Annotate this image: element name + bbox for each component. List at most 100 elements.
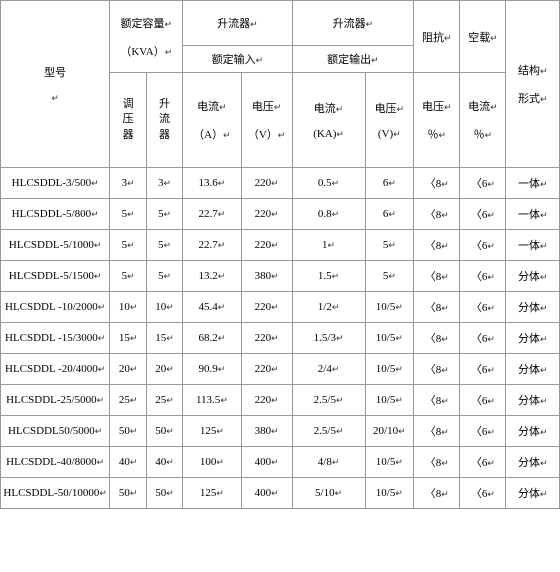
cell-model: HLCSDDL-5/800↵ <box>1 199 110 230</box>
cell-st: 分体↵ <box>506 292 560 323</box>
cell-slq: 20↵ <box>146 354 182 385</box>
cell-tyq: 50↵ <box>110 478 146 509</box>
hdr-booster-out: 升流器↵ <box>292 1 414 46</box>
cell-ov: 5↵ <box>365 261 414 292</box>
cell-st: 分体↵ <box>506 261 560 292</box>
hdr-rated-output-label: 额定输出 <box>327 54 371 66</box>
cell-ov: 10/5↵ <box>365 385 414 416</box>
cell-zv: 〈8↵ <box>414 261 460 292</box>
cell-iv: 380↵ <box>241 261 292 292</box>
cell-kv: 〈6↵ <box>460 354 506 385</box>
hdr-model: 型号 ↵ <box>1 1 110 168</box>
hdr-rated-cap-label: 额定容量 <box>121 18 165 30</box>
table-row: HLCSDDL-5/800↵5↵5↵22.7↵220↵0.8↵6↵〈8↵〈6↵一… <box>1 199 560 230</box>
hdr-model-label: 型号 <box>44 67 66 79</box>
table-row: HLCSDDL -20/4000↵20↵20↵90.9↵220↵2/4↵10/5… <box>1 354 560 385</box>
cell-zv: 〈8↵ <box>414 199 460 230</box>
hdr-in-voltage: 电压↵ （V）↵ <box>241 73 292 168</box>
cell-kv: 〈6↵ <box>460 261 506 292</box>
cell-slq: 5↵ <box>146 261 182 292</box>
cell-tyq: 10↵ <box>110 292 146 323</box>
cell-st: 一体↵ <box>506 199 560 230</box>
hdr-in-current: 电流↵ （A）↵ <box>183 73 241 168</box>
cell-oa: 2.5/5↵ <box>292 416 365 447</box>
hdr-booster-in: 升流器↵ <box>183 1 292 46</box>
table-row: HLCSDDL-5/1500↵5↵5↵13.2↵380↵1.5↵5↵〈8↵〈6↵… <box>1 261 560 292</box>
cell-kv: 〈6↵ <box>460 447 506 478</box>
cell-ia: 68.2↵ <box>183 323 241 354</box>
cell-ov: 10/5↵ <box>365 354 414 385</box>
table-row: HLCSDDL50/5000↵50↵50↵125↵380↵2.5/5↵20/10… <box>1 416 560 447</box>
cell-model: HLCSDDL -15/3000↵ <box>1 323 110 354</box>
cell-ia: 22.7↵ <box>183 199 241 230</box>
cell-model: HLCSDDL-40/8000↵ <box>1 447 110 478</box>
cell-slq: 25↵ <box>146 385 182 416</box>
hdr-noload-label: 空载 <box>468 32 490 44</box>
cell-ia: 13.2↵ <box>183 261 241 292</box>
hdr-out-voltage: 电压↵ (V)↵ <box>365 73 414 168</box>
cell-st: 分体↵ <box>506 385 560 416</box>
cell-iv: 400↵ <box>241 478 292 509</box>
cell-iv: 220↵ <box>241 354 292 385</box>
cell-ia: 45.4↵ <box>183 292 241 323</box>
cell-kv: 〈6↵ <box>460 230 506 261</box>
cell-slq: 10↵ <box>146 292 182 323</box>
table-row: HLCSDDL-3/500↵3↵3↵13.6↵220↵0.5↵6↵〈8↵〈6↵一… <box>1 168 560 199</box>
cell-st: 一体↵ <box>506 230 560 261</box>
cell-st: 分体↵ <box>506 416 560 447</box>
cell-oa: 1.5↵ <box>292 261 365 292</box>
cell-slq: 5↵ <box>146 199 182 230</box>
cell-tyq: 50↵ <box>110 416 146 447</box>
cell-oa: 1/2↵ <box>292 292 365 323</box>
table-body: HLCSDDL-3/500↵3↵3↵13.6↵220↵0.5↵6↵〈8↵〈6↵一… <box>1 168 560 509</box>
cell-oa: 2/4↵ <box>292 354 365 385</box>
cell-oa: 2.5/5↵ <box>292 385 365 416</box>
cell-zv: 〈8↵ <box>414 230 460 261</box>
cell-zv: 〈8↵ <box>414 416 460 447</box>
cell-zv: 〈8↵ <box>414 354 460 385</box>
cell-kv: 〈6↵ <box>460 168 506 199</box>
spec-table: 型号 ↵ 额定容量↵ （KVA）↵ 升流器↵ 升流器↵ 阻抗↵ 空载↵ 结构↵ … <box>0 0 560 509</box>
cell-ia: 90.9↵ <box>183 354 241 385</box>
cell-slq: 40↵ <box>146 447 182 478</box>
cell-ia: 125↵ <box>183 416 241 447</box>
cell-kv: 〈6↵ <box>460 292 506 323</box>
cell-iv: 220↵ <box>241 385 292 416</box>
cell-iv: 220↵ <box>241 323 292 354</box>
cell-model: HLCSDDL -10/2000↵ <box>1 292 110 323</box>
cell-oa: 1.5/3↵ <box>292 323 365 354</box>
hdr-imp-sub: 电压↵ ％↵ <box>414 73 460 168</box>
hdr-noload-sub: 电流↵ ％↵ <box>460 73 506 168</box>
cell-oa: 0.5↵ <box>292 168 365 199</box>
cell-tyq: 5↵ <box>110 230 146 261</box>
cell-tyq: 20↵ <box>110 354 146 385</box>
cell-iv: 220↵ <box>241 230 292 261</box>
cell-slq: 5↵ <box>146 230 182 261</box>
hdr-booster-label: 升流器 <box>217 18 250 30</box>
cell-tyq: 5↵ <box>110 261 146 292</box>
cell-model: HLCSDDL -20/4000↵ <box>1 354 110 385</box>
table-row: HLCSDDL-5/1000↵5↵5↵22.7↵220↵1↵5↵〈8↵〈6↵一体… <box>1 230 560 261</box>
cell-tyq: 5↵ <box>110 199 146 230</box>
cell-st: 分体↵ <box>506 447 560 478</box>
cell-model: HLCSDDL50/5000↵ <box>1 416 110 447</box>
return-mark: ↵ <box>51 93 59 103</box>
hdr-booster-label2: 升流器 <box>333 18 366 30</box>
cell-ov: 10/5↵ <box>365 447 414 478</box>
cell-zv: 〈8↵ <box>414 323 460 354</box>
table-row: HLCSDDL-50/10000↵50↵50↵125↵400↵5/10↵10/5… <box>1 478 560 509</box>
cell-slq: 15↵ <box>146 323 182 354</box>
cell-zv: 〈8↵ <box>414 447 460 478</box>
hdr-form-label: 形式 <box>518 93 540 105</box>
hdr-noload: 空载↵ <box>460 1 506 73</box>
cell-iv: 380↵ <box>241 416 292 447</box>
cell-st: 分体↵ <box>506 323 560 354</box>
cell-model: HLCSDDL-5/1000↵ <box>1 230 110 261</box>
cell-tyq: 15↵ <box>110 323 146 354</box>
cell-ia: 22.7↵ <box>183 230 241 261</box>
cell-tyq: 25↵ <box>110 385 146 416</box>
cell-ov: 10/5↵ <box>365 292 414 323</box>
cell-iv: 220↵ <box>241 292 292 323</box>
cell-oa: 1↵ <box>292 230 365 261</box>
cell-kv: 〈6↵ <box>460 416 506 447</box>
